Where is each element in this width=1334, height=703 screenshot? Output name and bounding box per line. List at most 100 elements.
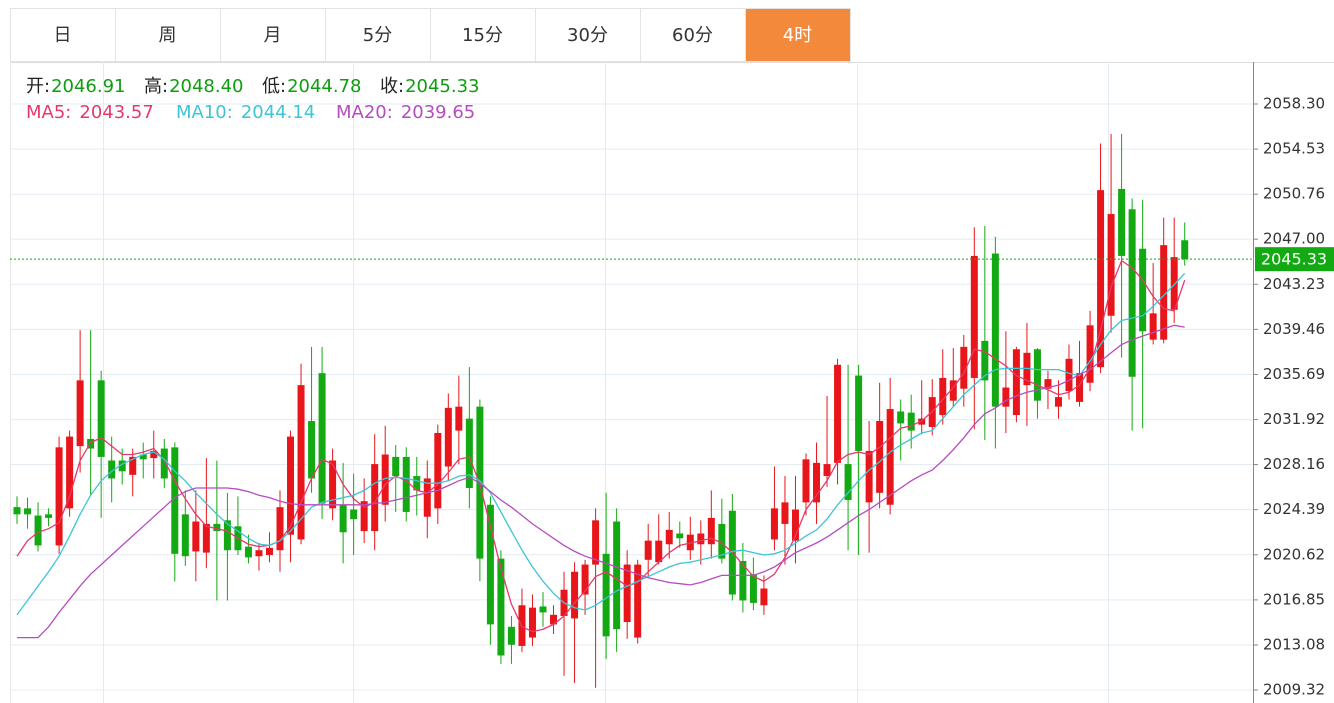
- y-tick-label: 2024.39: [1263, 500, 1325, 518]
- candle-body: [823, 464, 831, 477]
- candle-body: [265, 547, 273, 556]
- tab-button[interactable]: [115, 8, 221, 62]
- plot-area: [10, 133, 1253, 688]
- candle-body: [66, 436, 74, 509]
- ma-legend-name: MA5:: [26, 102, 71, 123]
- ohlc-label: 低:: [262, 76, 286, 97]
- candle-body: [655, 540, 663, 563]
- candle-body: [602, 553, 610, 637]
- ohlc-label: 高:: [144, 76, 168, 97]
- candle-body: [791, 509, 799, 541]
- candle-body: [528, 607, 536, 638]
- candle-body: [181, 514, 189, 557]
- candle-body: [1160, 245, 1168, 340]
- candle-body: [1128, 209, 1136, 377]
- candle-body: [539, 606, 547, 613]
- candle-body: [1170, 257, 1178, 310]
- candle-body: [318, 373, 326, 504]
- tab-button[interactable]: [535, 8, 641, 62]
- candle-body: [34, 515, 42, 546]
- ma-line: [17, 324, 1185, 639]
- candle-body: [550, 614, 558, 625]
- tab-label[interactable]: 月: [264, 25, 282, 46]
- y-axis: 2058.30 2054.53 2050.76 2047.00 2043.23 2039.…: [1253, 94, 1334, 698]
- candle-body: [1149, 313, 1157, 340]
- info-header: 开: 2046.91 高: 2048.40 低: 2044.78 收: 2045.33 MA5:…: [26, 76, 480, 123]
- tab-button[interactable]: [640, 8, 746, 62]
- y-tick-label: 2028.16: [1263, 455, 1325, 473]
- tab-label[interactable]: 日: [54, 25, 72, 46]
- candle-body: [571, 571, 579, 619]
- candle-body: [171, 447, 179, 554]
- candle-body: [486, 504, 494, 625]
- ma-legend-name: MA10:: [176, 102, 233, 123]
- candle-body: [1076, 373, 1084, 402]
- candle-body: [392, 456, 400, 477]
- candle-body: [907, 412, 915, 431]
- candle-body: [760, 588, 768, 606]
- candle-body: [665, 529, 673, 545]
- candle-body: [960, 346, 968, 389]
- candle-body: [1054, 397, 1062, 407]
- tab-button[interactable]: [430, 8, 536, 62]
- tab-label[interactable]: 30分: [567, 25, 608, 46]
- candle-body: [244, 546, 252, 558]
- candle-body: [287, 436, 295, 535]
- candle-body: [434, 432, 442, 509]
- candle-body: [970, 255, 978, 378]
- candle-body: [739, 560, 747, 601]
- ma-line: [16, 259, 1186, 633]
- ma-legend-name: MA20:: [336, 102, 393, 123]
- tab-button[interactable]: [10, 8, 116, 62]
- candle-body: [886, 409, 894, 505]
- candle-body: [444, 407, 452, 467]
- ohlc-value: 2046.91: [51, 76, 125, 97]
- candle-body: [308, 421, 316, 479]
- candle-body: [1118, 188, 1126, 256]
- candle-body: [413, 476, 421, 491]
- y-tick-label: 2054.53: [1263, 140, 1325, 158]
- candle-body: [844, 464, 852, 500]
- candle-body: [97, 380, 105, 457]
- candle-body: [24, 508, 32, 515]
- tab-button[interactable]: [220, 8, 326, 62]
- candle-body: [13, 507, 21, 515]
- y-tick-label: 2058.30: [1263, 94, 1325, 112]
- candle-body: [497, 558, 505, 656]
- y-tick-label: 2013.08: [1263, 635, 1325, 653]
- candle-body: [381, 454, 389, 505]
- candle-body: [129, 456, 137, 475]
- candle-body: [360, 501, 368, 532]
- ma-line: [16, 272, 1186, 616]
- candle-body: [676, 533, 684, 539]
- candle-body: [1139, 248, 1147, 332]
- candle-body: [623, 564, 631, 623]
- y-tick-label: 2020.62: [1263, 545, 1325, 563]
- candle-body: [139, 454, 147, 460]
- candle-body: [876, 421, 884, 493]
- candle-body: [697, 533, 705, 545]
- tab-label[interactable]: 4时: [783, 25, 812, 46]
- candle-body: [45, 514, 53, 518]
- candle-body: [76, 380, 84, 447]
- y-tick-label: 2050.76: [1263, 185, 1325, 203]
- candle-body: [339, 504, 347, 533]
- candle-body: [55, 447, 63, 546]
- candle-body: [865, 450, 873, 503]
- tab-label[interactable]: 15分: [462, 25, 503, 46]
- candle-body: [802, 459, 810, 503]
- tab-button[interactable]: [745, 8, 851, 62]
- candle-body: [223, 520, 231, 551]
- candle-body: [423, 478, 431, 517]
- ma-legend-value: 2039.65: [401, 102, 475, 123]
- ma-legend-value: 2043.57: [79, 102, 153, 123]
- tab-button[interactable]: [325, 8, 431, 62]
- tab-label[interactable]: 周: [159, 25, 177, 46]
- candle-body: [991, 253, 999, 407]
- tab-label[interactable]: 60分: [672, 25, 713, 46]
- tab-label[interactable]: 5分: [363, 25, 392, 46]
- candle-body: [1086, 325, 1094, 383]
- y-tick-label: 2009.32: [1263, 680, 1325, 698]
- candle-body: [770, 508, 778, 540]
